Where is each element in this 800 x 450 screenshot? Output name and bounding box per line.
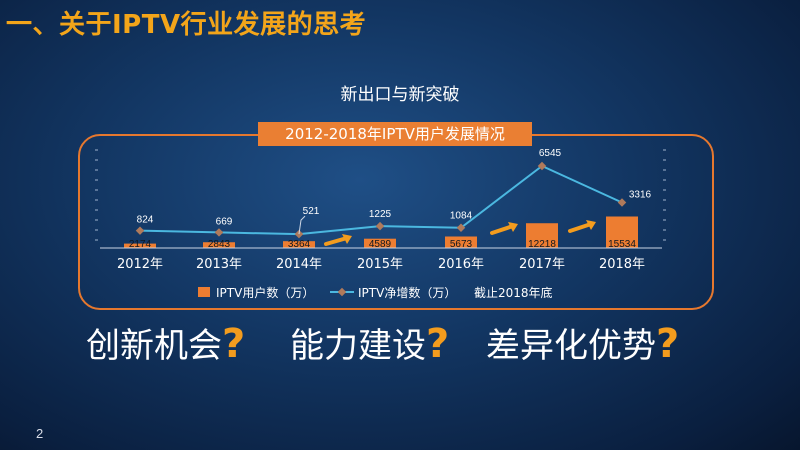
line-value-label: 1225 <box>369 209 392 220</box>
growth-arrow-icon <box>490 224 515 235</box>
category-label: 2015年 <box>357 257 403 272</box>
question-advantage: 差异化优势? <box>486 318 679 367</box>
category-label: 2018年 <box>599 257 645 272</box>
line-point <box>456 223 466 232</box>
line-point <box>375 221 385 231</box>
legend-bar-label: IPTV用户数（万） <box>216 285 314 300</box>
bar-value-label: 3364 <box>288 239 311 250</box>
bar-value-label: 2843 <box>208 239 231 250</box>
bar <box>526 223 558 248</box>
line-value-label: 3316 <box>629 190 652 201</box>
legend-line-label: IPTV净增数（万） <box>358 285 456 300</box>
question-innovation: 创新机会? <box>86 318 245 367</box>
page-title: 一、关于IPTV行业发展的思考 <box>6 10 367 40</box>
leader-line <box>298 215 306 235</box>
question-row: 创新机会? 能力建设? 差异化优势? <box>0 318 800 378</box>
growth-arrow-icon <box>324 236 349 246</box>
question-capability-text: 能力建设 <box>290 326 426 366</box>
line-point <box>135 226 145 235</box>
growth-arrow-head-icon <box>508 222 518 232</box>
bar <box>283 241 315 248</box>
bar <box>124 243 156 248</box>
legend-line-marker <box>337 287 347 297</box>
line-value-label: 669 <box>216 216 233 227</box>
category-label: 2012年 <box>117 257 163 272</box>
question-advantage-text: 差异化优势 <box>486 326 656 366</box>
question-mark-icon: ? <box>426 321 450 367</box>
line-point <box>617 198 627 207</box>
bar <box>445 236 477 248</box>
bar-value-label: 12218 <box>528 239 556 250</box>
growth-arrow-icon <box>568 222 593 233</box>
growth-arrow-head-icon <box>586 220 596 230</box>
chart-title: 2012-2018年IPTV用户发展情况 <box>258 122 532 146</box>
line-value-label: 824 <box>137 215 154 226</box>
bar <box>203 242 235 248</box>
category-label: 2016年 <box>438 257 484 272</box>
bar-value-label: 4589 <box>369 239 392 250</box>
slide-subtitle: 新出口与新突破 <box>340 85 460 105</box>
page-number: 2 <box>36 426 44 441</box>
category-label: 2014年 <box>276 257 322 272</box>
line-value-label: 521 <box>303 206 320 217</box>
bar <box>364 238 396 248</box>
question-innovation-text: 创新机会 <box>86 326 222 366</box>
question-capability: 能力建设? <box>290 318 449 367</box>
bar-value-label: 15534 <box>608 239 636 250</box>
bar-value-label: 5673 <box>450 239 473 250</box>
line-point <box>214 228 224 237</box>
line-value-label: 1084 <box>450 211 473 222</box>
chart-note: 截止2018年底 <box>474 285 553 300</box>
bar <box>606 216 638 248</box>
legend-bar-swatch <box>198 287 210 297</box>
category-label: 2017年 <box>519 257 565 272</box>
line-value-label: 6545 <box>539 148 562 159</box>
category-label: 2013年 <box>196 257 242 272</box>
bar-value-label: 2174 <box>129 239 152 250</box>
question-mark-icon: ? <box>656 321 680 367</box>
question-mark-icon: ? <box>222 321 246 367</box>
growth-arrow-head-icon <box>342 234 352 244</box>
